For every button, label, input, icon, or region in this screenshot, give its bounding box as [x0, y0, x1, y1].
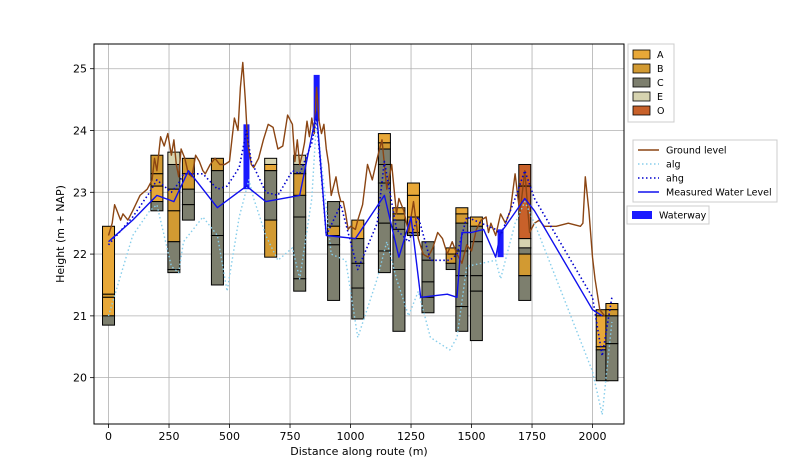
series-lines [107, 61, 613, 416]
x-tick-label: 1500 [458, 430, 486, 443]
soil-legend-swatch [632, 49, 651, 60]
borehole-layer-C [421, 296, 435, 314]
borehole-layer-A [406, 182, 420, 196]
borehole-layer-C [293, 278, 307, 292]
soil-legend-swatch [632, 91, 651, 102]
borehole-layer-C [167, 269, 181, 274]
borehole-layer-C [392, 219, 406, 230]
boreholes [102, 133, 619, 382]
soil-legend-swatch [632, 77, 651, 88]
borehole-layer-E [264, 157, 278, 165]
plot-frame [93, 43, 625, 425]
line-legend-label: Ground level [666, 146, 727, 157]
series-line-alg [107, 117, 613, 416]
x-tick-label: 2000 [579, 430, 607, 443]
soil-legend-label: A [657, 50, 664, 61]
borehole-layer-C [455, 306, 469, 332]
x-axis-title: Distance along route (m) [290, 445, 427, 458]
borehole-layer-C [210, 235, 224, 286]
x-tick-label: 750 [280, 430, 301, 443]
borehole-layer-C [377, 222, 391, 252]
borehole-layer-C [605, 343, 619, 382]
waterway-legend-box [626, 205, 710, 225]
borehole-layer-B [392, 213, 406, 221]
borehole-layer-C [102, 315, 116, 326]
y-tick-label: 22 [73, 248, 87, 261]
borehole-layer-E [518, 238, 532, 249]
soil-legend-swatch [632, 63, 651, 74]
borehole-layer-C [605, 315, 619, 345]
borehole-layer-C [327, 201, 341, 227]
borehole-layer-C [293, 194, 307, 218]
y-tick-label: 23 [73, 186, 87, 199]
soil-legend-label: O [657, 106, 664, 117]
x-tick-label: 0 [105, 430, 112, 443]
borehole-layer-B [167, 210, 181, 243]
y-tick-label: 24 [73, 125, 87, 138]
borehole-layer-C [421, 281, 435, 298]
y-tick-label: 25 [73, 63, 87, 76]
borehole-layer-C [327, 244, 341, 301]
borehole-layer-A [264, 163, 278, 172]
x-tick-label: 1000 [337, 430, 365, 443]
borehole-layer-E [167, 151, 181, 165]
axis-ticks: 0 250 500 750 1000 1250 1500 1750 2000 20 21 22 23 24… [73, 63, 607, 443]
borehole-layer-B [264, 219, 278, 258]
borehole-layer-B [518, 253, 532, 277]
waterway-bar [497, 229, 504, 258]
y-axis-title: Height (m + NAP) [54, 185, 67, 283]
soil-legend-label: B [657, 64, 664, 75]
soil-legend-label: C [657, 78, 664, 89]
y-tick-label: 20 [73, 372, 87, 385]
series-line-measured-water-level [108, 111, 603, 317]
x-tick-label: 250 [159, 430, 180, 443]
borehole-layer-A [605, 303, 619, 311]
soil-legend-label: E [657, 92, 663, 103]
borehole-layer-C [181, 188, 195, 206]
borehole-layer-C [518, 275, 532, 301]
borehole-layer-C [351, 287, 365, 320]
borehole-layer-C [351, 238, 365, 264]
line-legend-label: alg [666, 160, 681, 171]
waterway-legend-swatch [632, 211, 652, 219]
x-tick-label: 1750 [518, 430, 546, 443]
borehole-layer-A [455, 207, 469, 215]
borehole-layer-C [469, 275, 483, 292]
borehole-layer-C [181, 204, 195, 221]
borehole-layer-C [469, 290, 483, 342]
borehole-layer-C [351, 262, 365, 289]
borehole-layer-C [518, 247, 532, 255]
line-legend: Ground level alg ahg Measured Water Level [632, 139, 778, 203]
borehole-layer-C [392, 269, 406, 332]
x-tick-label: 500 [219, 430, 240, 443]
x-tick-label: 1250 [397, 430, 425, 443]
borehole-layer-C [392, 228, 406, 271]
line-legend-label: Measured Water Level [666, 188, 772, 199]
borehole-layer-B [605, 309, 619, 317]
soil-legend-swatch [632, 105, 651, 116]
y-tick-label: 21 [73, 310, 87, 323]
waterway-legend-label: Waterway [659, 211, 707, 222]
waterway-bar [243, 124, 250, 190]
borehole-layer-C [167, 241, 181, 271]
borehole-layer-A [102, 225, 116, 295]
line-legend-label: ahg [666, 174, 684, 185]
borehole-layer-A [377, 133, 391, 144]
series-line-ground-level [107, 61, 606, 317]
borehole-layer-C [421, 259, 435, 283]
waterway-legend: Waterway [626, 205, 710, 225]
